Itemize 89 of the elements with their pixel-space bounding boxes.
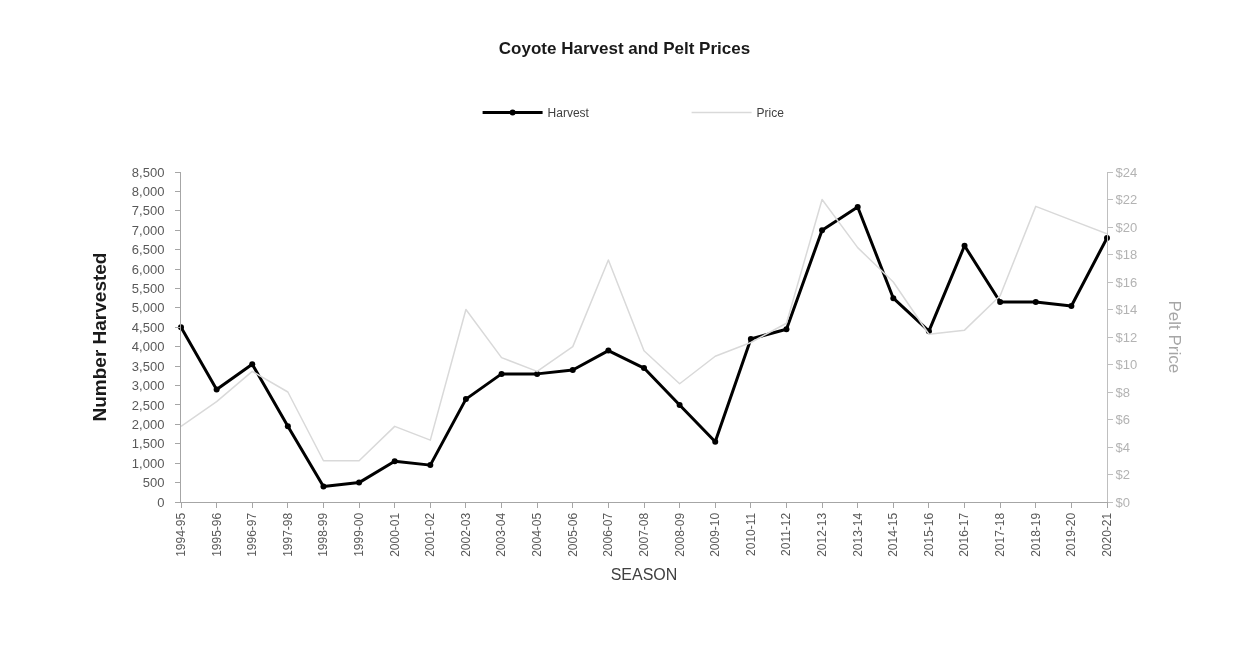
x-tick-label: 2010-11 <box>743 512 758 556</box>
y-tick-label: 3,000 <box>131 378 165 394</box>
x-axis-title: SEASON <box>610 565 678 583</box>
chart-title: Coyote Harvest and Pelt Prices <box>498 39 751 59</box>
x-tick-label: 2004-05 <box>530 512 545 557</box>
legend-label: Harvest <box>547 106 590 121</box>
y2-tick-label: $10 <box>1115 357 1138 373</box>
point <box>1104 235 1110 241</box>
point <box>356 479 363 486</box>
y-tick-label: 1,500 <box>131 436 165 452</box>
x-tick-label: 2003-04 <box>494 512 509 557</box>
y2-tick-label: $16 <box>1115 274 1138 290</box>
y2-tick-label: $22 <box>1115 192 1138 208</box>
y-tick-label: 4,500 <box>131 319 165 335</box>
point <box>320 483 327 490</box>
x-tick-label: 2012-13 <box>814 512 829 557</box>
x-tick-label: 1997-98 <box>280 512 295 557</box>
point <box>498 370 505 377</box>
y2-tick-label: $20 <box>1115 219 1138 235</box>
point <box>249 361 256 368</box>
point <box>854 203 861 210</box>
x-tick-label: 2000-01 <box>387 512 402 557</box>
x-tick-label: 2001-02 <box>423 512 438 557</box>
legend-label: Price <box>756 106 785 121</box>
x-tick-label: 2013-14 <box>850 512 865 557</box>
y2-tick-label: $12 <box>1115 329 1138 345</box>
point <box>462 396 469 403</box>
x-tick-label: 1994-95 <box>173 512 188 557</box>
x-tick-label: 2006-07 <box>601 512 616 557</box>
y2-tick-label: $4 <box>1115 439 1131 455</box>
point <box>1068 302 1075 309</box>
point <box>890 295 897 302</box>
point <box>605 347 612 354</box>
point <box>997 299 1004 306</box>
y2-tick-label: $18 <box>1115 247 1138 263</box>
x-tick-label: 1996-97 <box>245 512 260 557</box>
y2-tick-label: $0 <box>1115 494 1131 510</box>
x-tick-label: 1998-99 <box>316 512 331 557</box>
x-tick-label: 2007-08 <box>636 512 651 557</box>
point <box>747 335 754 342</box>
y-tick-label: 2,500 <box>131 397 165 413</box>
y2-tick-label: $2 <box>1115 467 1131 483</box>
y2-tick-label: $6 <box>1115 412 1131 428</box>
point <box>1032 299 1039 306</box>
y-tick-label: 8,000 <box>131 183 165 199</box>
x-tick-label: 2020-21 <box>1099 512 1114 557</box>
y-tick-label: 6,500 <box>131 242 165 258</box>
y-tick-label: 0 <box>157 494 165 510</box>
point <box>819 227 826 234</box>
y-tick-label: 6,000 <box>131 261 165 277</box>
y-tick-label: 5,000 <box>131 300 165 316</box>
point <box>284 423 291 430</box>
y-tick-label: 7,000 <box>131 222 165 238</box>
x-tick-label: 2011-12 <box>779 512 794 556</box>
y2-axis-title: Pelt Price <box>1164 300 1184 374</box>
point <box>641 365 647 372</box>
x-tick-label: 2002-03 <box>458 512 473 557</box>
y-tick-label: 3,500 <box>131 358 165 374</box>
y2-tick-label: $8 <box>1115 384 1131 400</box>
x-tick-label: 1999-00 <box>351 512 366 557</box>
point <box>783 326 790 333</box>
y2-tick-label: $24 <box>1115 164 1138 180</box>
y-tick-label: 7,500 <box>131 203 165 219</box>
point <box>569 367 576 373</box>
x-tick-label: 2018-19 <box>1028 512 1043 557</box>
y-tick-label: 1,000 <box>131 455 165 471</box>
point <box>391 458 398 465</box>
x-tick-label: 1995-96 <box>209 512 224 557</box>
y-tick-label: 8,500 <box>131 164 165 180</box>
x-tick-label: 2019-20 <box>1064 512 1079 557</box>
y-tick-label: 4,000 <box>131 339 165 355</box>
point <box>213 386 220 393</box>
y2-tick-label: $14 <box>1115 302 1138 318</box>
point <box>712 438 719 445</box>
y-tick-label: 2,000 <box>131 416 165 432</box>
point <box>534 370 541 377</box>
x-tick-label: 2016-17 <box>957 512 972 557</box>
point <box>676 401 683 408</box>
x-tick-label: 2014-15 <box>886 512 901 557</box>
x-tick-label: 2009-10 <box>708 512 723 557</box>
point <box>427 462 434 469</box>
y-tick-label: 5,500 <box>131 281 165 297</box>
x-tick-label: 2017-18 <box>993 512 1008 557</box>
x-tick-label: 2005-06 <box>565 512 580 557</box>
y-axis-title: Number Harvested <box>88 252 110 422</box>
point <box>961 242 968 249</box>
x-tick-label: 2008-09 <box>672 512 687 557</box>
x-tick-label: 2015-16 <box>921 512 936 557</box>
y-tick-label: 500 <box>142 475 165 491</box>
